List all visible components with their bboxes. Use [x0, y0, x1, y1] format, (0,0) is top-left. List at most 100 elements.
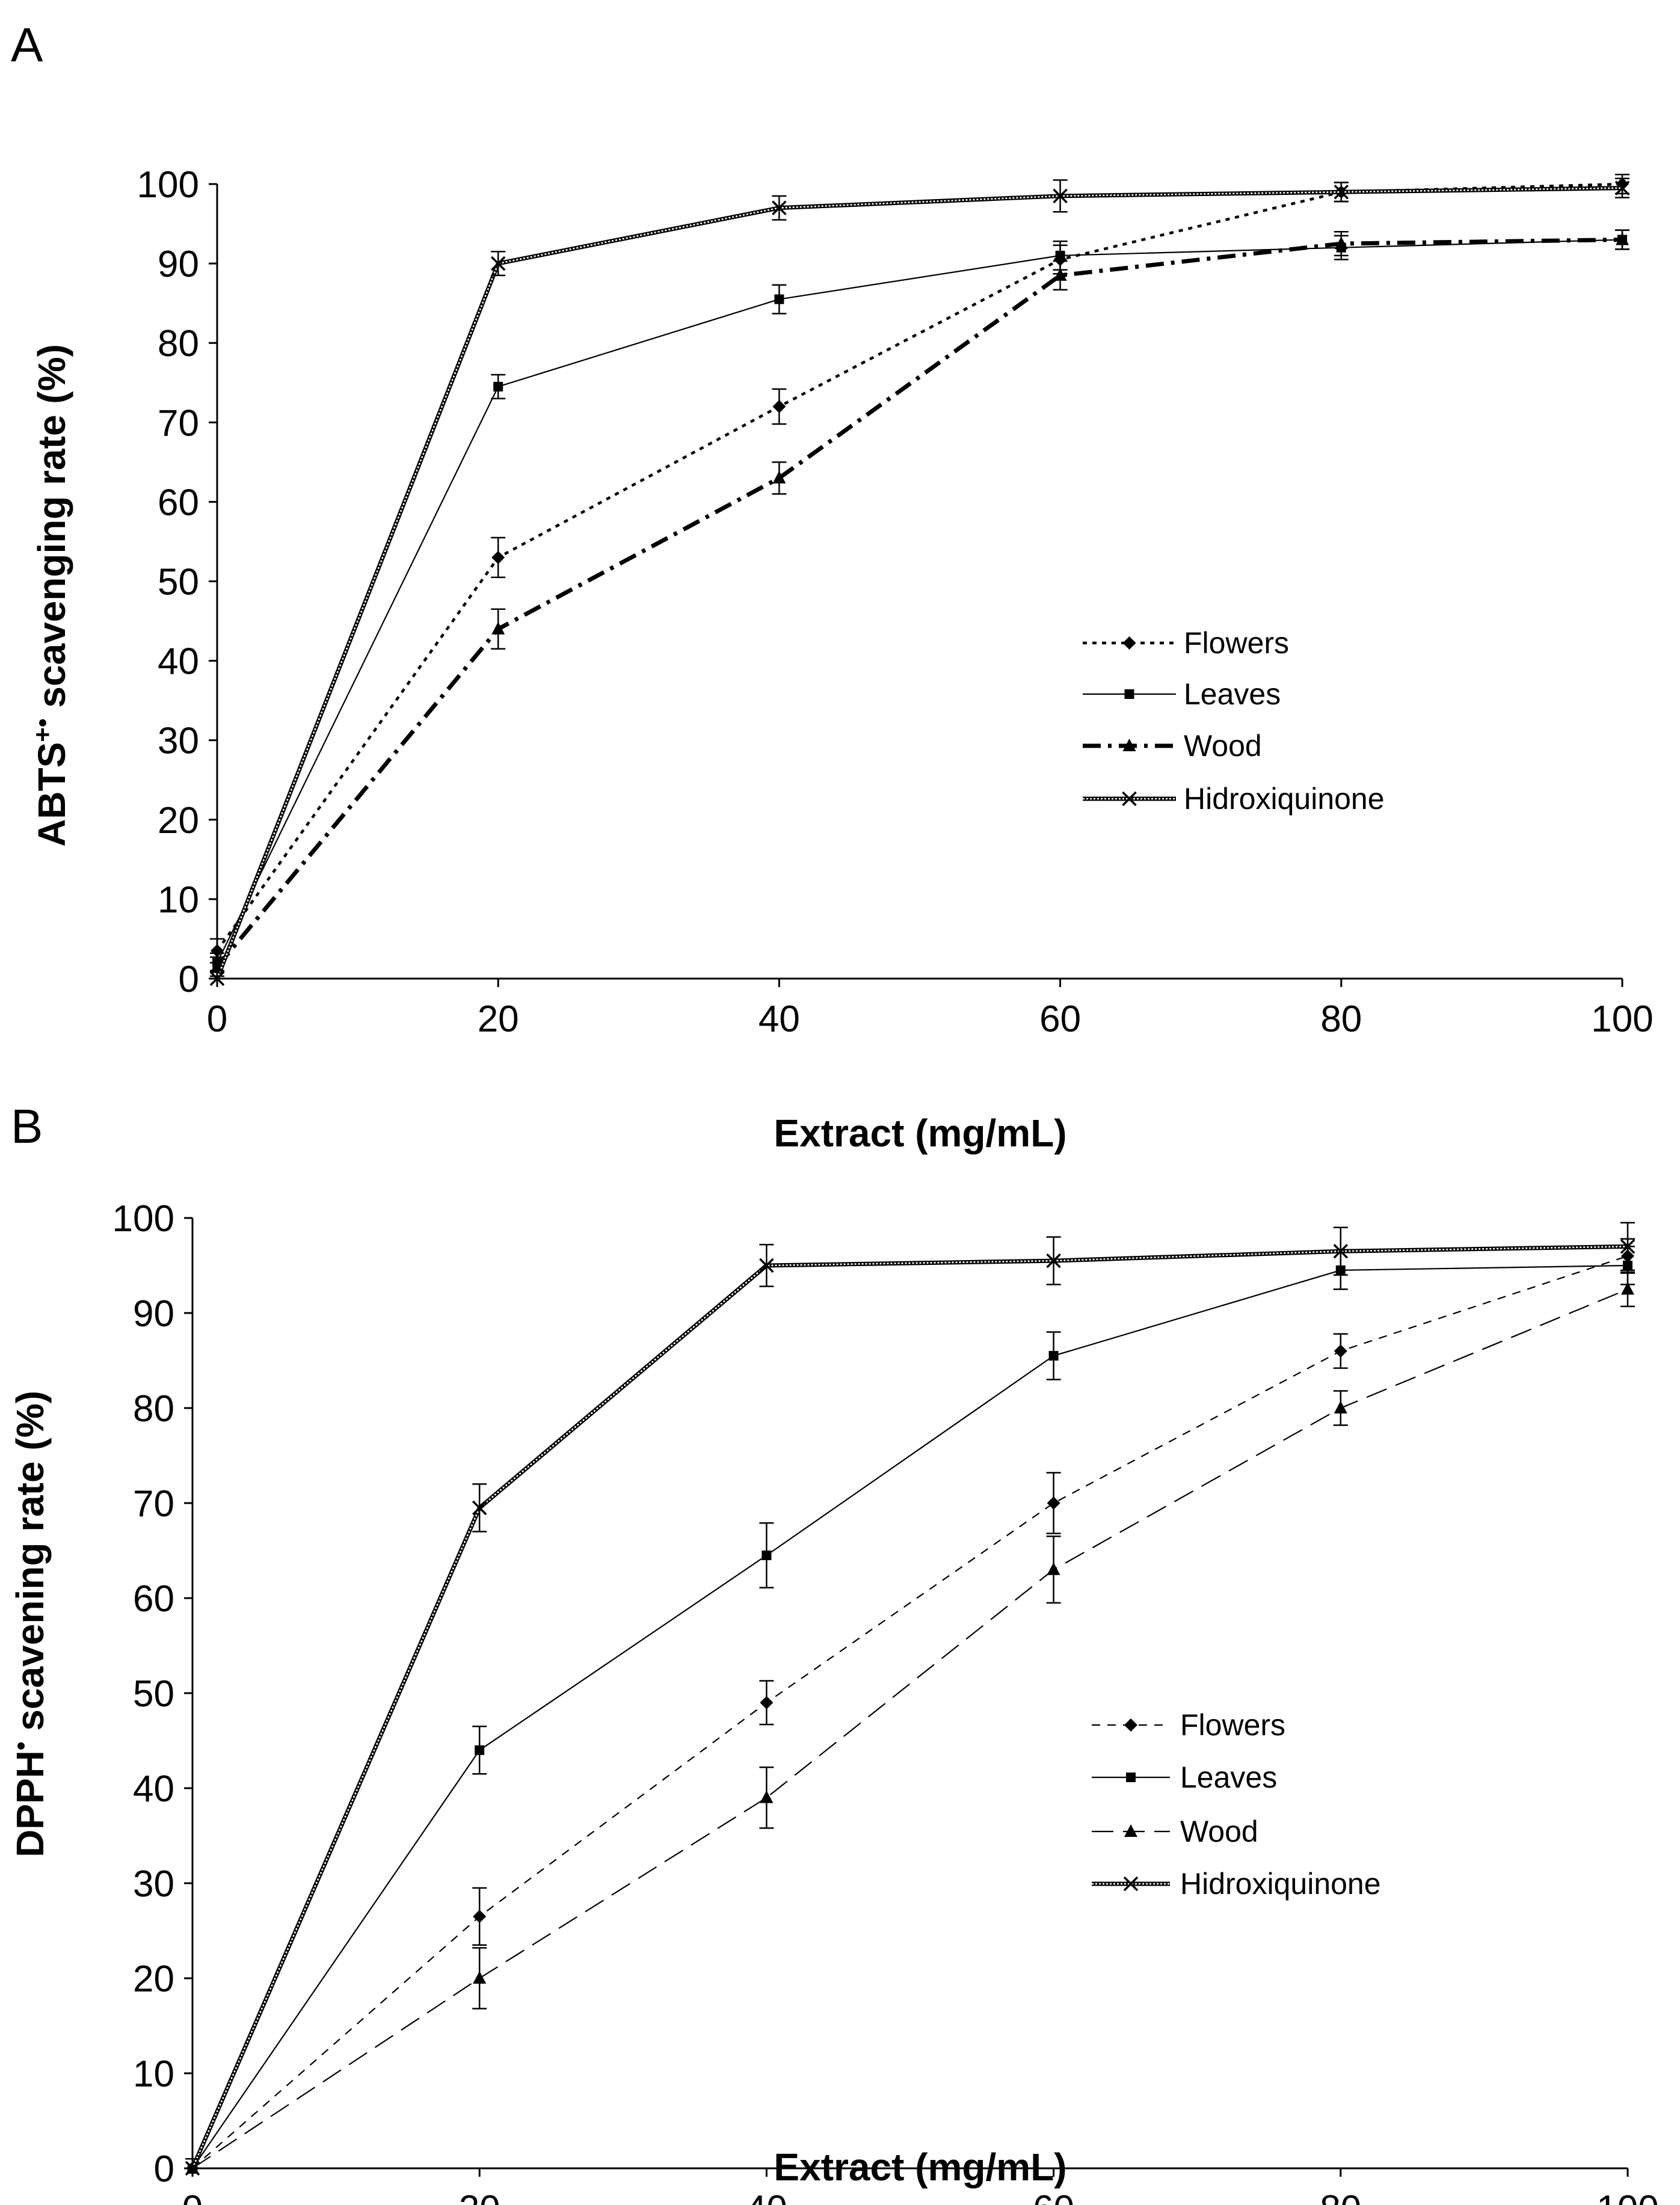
panel-b-flowers-point	[760, 1696, 774, 1709]
panel-a-legend-leaves-label: Leaves	[1184, 677, 1281, 711]
panel-b: B 0 10 20 30 40 50 60 70 80 90 100 0 20 40 60 80 100 Ext…	[7, 1099, 1659, 2205]
panel-a-legend-wood-marker	[1122, 739, 1136, 751]
panel-b-y-axis-title: DPPH• scavening rate (%)	[7, 1391, 52, 1857]
panel-a-y-tick-label: 50	[158, 562, 199, 603]
panel-a-legend-flowers-marker	[1122, 636, 1136, 650]
panel-b-hidroxiquinone-line-inner	[191, 1246, 1628, 2169]
panel-a-hidroxiquinone-line	[215, 186, 1623, 980]
panel-b-hidroxiquinone-point	[472, 1500, 487, 1516]
panel-a-letter: A	[11, 18, 43, 72]
panel-b-y-tick-label: 90	[133, 1293, 174, 1335]
panel-b-legend-item-flowers: Flowers	[1092, 1708, 1285, 1742]
panel-a-series-flowers	[210, 173, 1629, 964]
panel-b-y-tick-label: 40	[133, 1768, 174, 1810]
panel-b-flowers-point	[1334, 1344, 1347, 1358]
panel-a-legend-item-leaves: Leaves	[1083, 677, 1281, 711]
panel-a-wood-point	[1053, 268, 1067, 281]
panel-b-y-tick-label: 100	[112, 1198, 174, 1240]
panel-a-y-tick-label: 90	[158, 244, 199, 285]
panel-b-y-tick-label: 60	[133, 1578, 174, 1620]
panel-a-x-tick-label: 0	[207, 998, 227, 1040]
panel-b-hidroxiquinone-point	[1620, 1239, 1635, 1254]
panel-a-wood-line-stroke	[215, 237, 1623, 968]
panel-a-hidroxiquinone-point	[1614, 180, 1630, 195]
panel-b-letter: B	[11, 1099, 43, 1153]
panel-a-wood-line	[215, 237, 1623, 968]
panel-a-y-axis-title: ABTS+• scavenging rate (%)	[28, 344, 74, 847]
panel-b-hidroxiquinone-line-outer	[190, 1244, 1628, 2170]
panel-b-series	[185, 1222, 1635, 2176]
panel-b-y-tick-label: 0	[154, 2148, 174, 2190]
panel-a-y-tick-label: 80	[158, 323, 199, 364]
panel-b-legend: Flowers Leaves Wood Hidroxiquinone	[1092, 1708, 1381, 1901]
panel-b-hidroxiquinone-line	[190, 1244, 1628, 2170]
panel-b-flowers-point	[473, 1910, 487, 1924]
panel-a-leaves-point	[493, 381, 503, 392]
panel-b-x-tick-label: 80	[1320, 2188, 1361, 2205]
panel-a-legend-item-flowers: Flowers	[1083, 626, 1289, 660]
panel-b-wood-point	[1621, 1282, 1634, 1295]
panel-a-legend-leaves-marker	[1124, 689, 1134, 699]
panel-b-leaves-point	[1048, 1351, 1059, 1361]
panel-b-legend-item-wood: Wood	[1092, 1815, 1258, 1848]
panel-b-x-tick-label: 20	[459, 2188, 500, 2205]
panel-a-x-tick-label: 80	[1320, 998, 1362, 1040]
panel-a-x-axis-title: Extract (mg/mL)	[774, 1112, 1066, 1155]
panel-b-legend-hidroxiquinone-label: Hidroxiquinone	[1180, 1867, 1381, 1901]
panel-b-y-tick-label: 50	[133, 1673, 174, 1715]
panel-a-flowers-point	[772, 399, 786, 413]
panel-a-legend-flowers-label: Flowers	[1184, 626, 1289, 660]
panel-b-hidroxiquinone-point	[759, 1258, 774, 1273]
panel-a-legend-wood-label: Wood	[1184, 729, 1262, 763]
panel-b-y-axis-title-rest: scavening rate (%)	[8, 1391, 52, 1741]
panel-a-hidroxiquinone-point	[1334, 184, 1349, 200]
panel-a-series-wood	[210, 229, 1629, 977]
panel-b-leaves-point	[475, 1745, 485, 1755]
panel-a-y-axis-title-rest: scavenging rate (%)	[30, 344, 73, 718]
panel-a-leaves-point	[1055, 250, 1065, 260]
panel-a-y-axis-title-main: ABTS	[30, 742, 73, 847]
panel-b-hidroxiquinone-point	[185, 2160, 200, 2176]
panel-a-flowers-point	[491, 550, 505, 564]
panel-b-y-tick-label: 80	[133, 1388, 174, 1430]
panel-a-y-tick-label: 60	[158, 482, 199, 523]
panel-b-wood-line	[192, 1288, 1628, 2169]
panel-a-y-tick-label: 70	[158, 402, 199, 444]
panel-b-y-tick-label: 10	[133, 2053, 174, 2095]
panel-a-hidroxiquinone-line-inner	[216, 187, 1623, 979]
panel-b-wood-point	[1334, 1401, 1347, 1413]
panel-b-wood-point	[760, 1790, 774, 1803]
panel-a-wood-point	[1334, 236, 1348, 250]
panel-b-leaves-point	[762, 1550, 772, 1560]
panel-b-x-tick-label: 40	[746, 2188, 787, 2205]
panel-b-wood-line-stroke	[192, 1288, 1628, 2169]
panel-a-hidroxiquinone-line-outer	[215, 186, 1623, 980]
panel-b-series-wood	[185, 1271, 1635, 2174]
panel-a-y-axis-title-superscript: +•	[28, 718, 57, 742]
panel-b-y-axis-title-superscript: •	[7, 1741, 35, 1750]
panel-b-leaves-line	[192, 1264, 1628, 2169]
panel-a-y-tick-label: 30	[158, 721, 199, 762]
panel-b-series-flowers	[185, 1238, 1635, 2175]
panel-a-flowers-line	[216, 182, 1623, 952]
panel-a-legend-hidroxiquinone-marker	[1122, 791, 1137, 807]
panel-a-hidroxiquinone-point	[1053, 188, 1068, 204]
panel-a-series-hidroxiquinone	[209, 177, 1630, 986]
panel-a-y-tick-label: 100	[137, 164, 199, 206]
panel-a-hidroxiquinone-point	[209, 971, 225, 986]
panel-a-y-tick-label: 20	[158, 800, 199, 841]
panel-b-y-tick-label: 20	[133, 1958, 174, 2000]
panel-a-axes: 0 10 20 30 40 50 60 70 80 90 100 0 20 40 60 80 100	[137, 164, 1654, 1040]
panel-a-series	[209, 173, 1630, 986]
panel-a-x-tick-label: 60	[1039, 998, 1081, 1040]
panel-a: A 0 10 20 30 40 50 60 70 80 90 100 0 20 40 60 80 100 Ext…	[11, 18, 1654, 1155]
panel-a-y-tick-label: 40	[158, 641, 199, 683]
panel-b-hidroxiquinone-point	[1333, 1244, 1349, 1259]
panel-b-leaves-line-stroke	[192, 1264, 1628, 2169]
panel-a-y-tick-label: 10	[158, 879, 199, 921]
panel-a-x-tick-label: 20	[478, 998, 519, 1040]
panel-b-y-tick-label: 30	[133, 1863, 174, 1905]
panel-b-wood-point	[473, 1971, 487, 1984]
panel-b-series-leaves	[185, 1246, 1635, 2173]
